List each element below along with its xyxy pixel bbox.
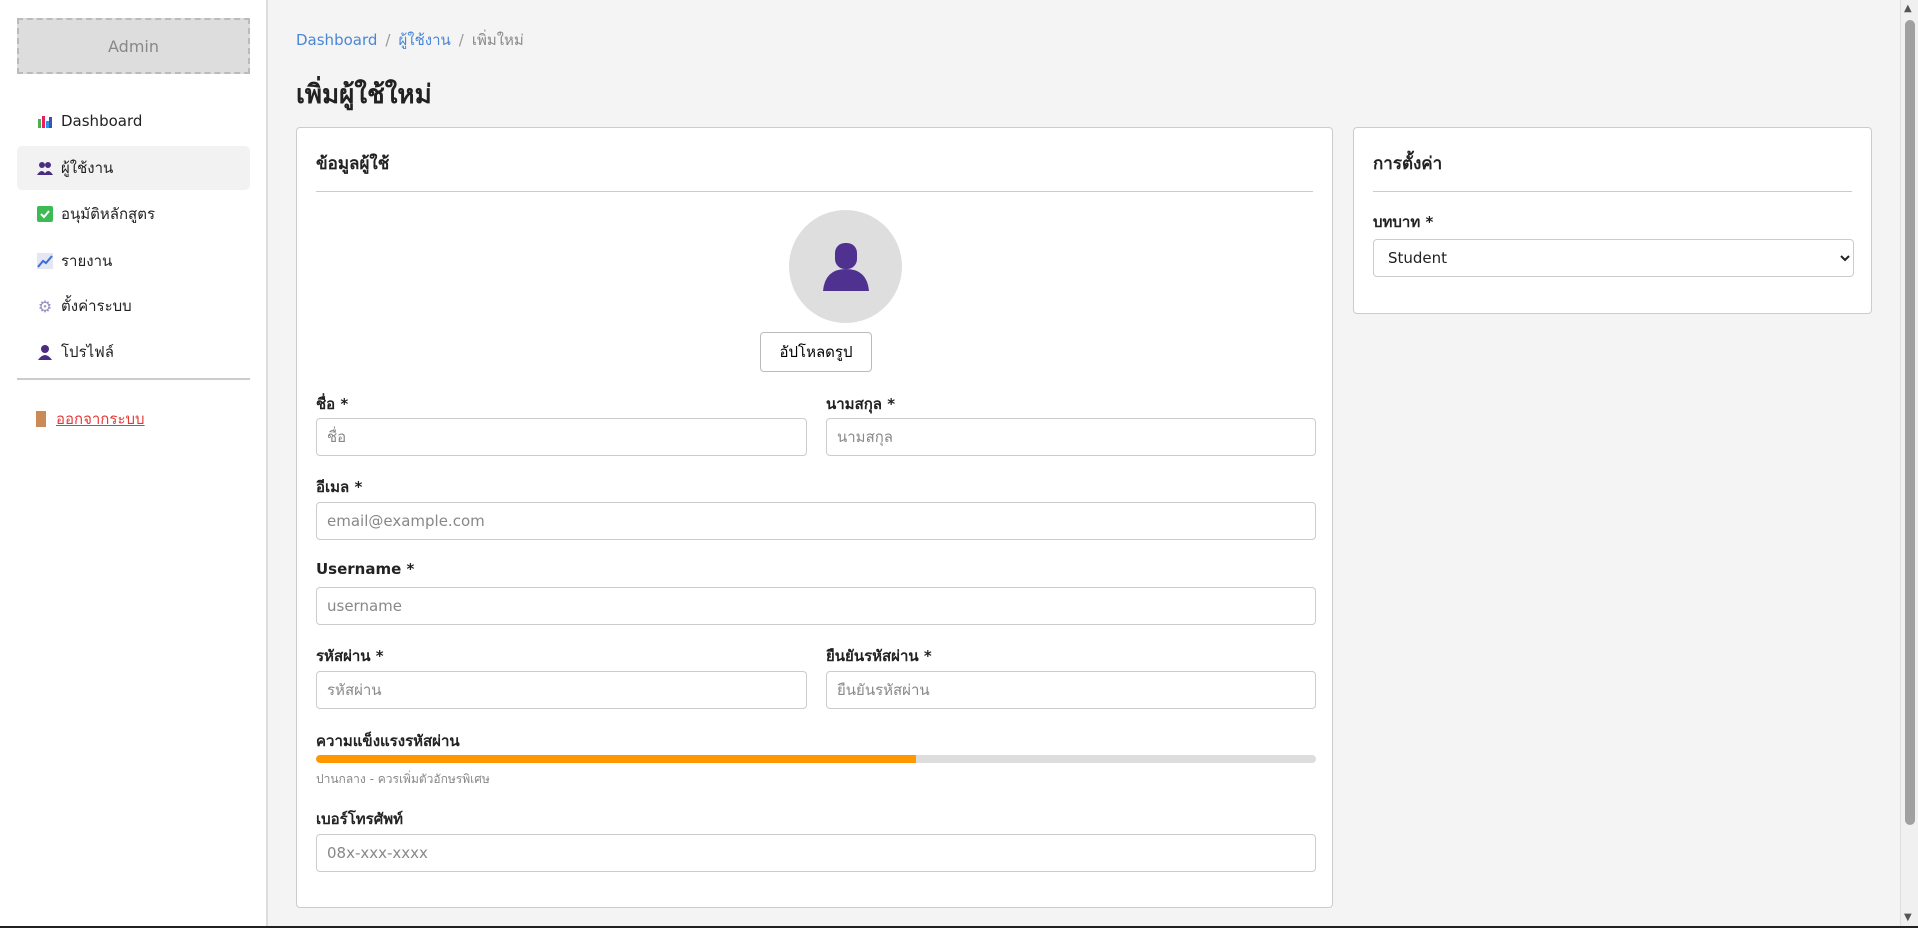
user-icon [37, 344, 53, 360]
page-title: เพิ่มผู้ใช้ใหม่ [296, 80, 432, 110]
breadcrumb-current: เพิ่มใหม่ [471, 31, 524, 49]
scrollbar-thumb[interactable] [1905, 20, 1915, 825]
sidebar-item-label: Dashboard [61, 112, 143, 130]
password-input[interactable] [316, 671, 807, 709]
first-name-input[interactable] [316, 418, 807, 456]
logo-placeholder: Admin [17, 18, 250, 74]
card-title: การตั้งค่า [1373, 154, 1443, 174]
email-input[interactable] [316, 502, 1316, 540]
password-label: รหัสผ่าน * [316, 647, 384, 665]
gear-icon: ⚙ [37, 296, 53, 316]
sidebar-item-label: รายงาน [61, 252, 113, 270]
phone-input[interactable] [316, 834, 1316, 872]
sidebar-item-users[interactable]: ผู้ใช้งาน [17, 146, 250, 190]
sidebar-divider [17, 378, 250, 380]
bar-chart-icon [37, 113, 53, 129]
breadcrumb-users[interactable]: ผู้ใช้งาน [398, 31, 451, 49]
card-title: ข้อมูลผู้ใช้ [316, 154, 390, 174]
sidebar-item-label: อนุมัติหลักสูตร [61, 205, 156, 223]
password-strength-bar [316, 755, 1316, 763]
sidebar-item-label: ผู้ใช้งาน [61, 159, 114, 177]
email-label: อีเมล * [316, 478, 363, 496]
window-bottom-edge [0, 926, 1918, 928]
password-strength-label: ความแข็งแรงรหัสผ่าน [316, 732, 460, 750]
sidebar-item-label: โปรไฟล์ [61, 343, 114, 361]
line-chart-icon [37, 253, 53, 269]
username-label: Username * [316, 560, 415, 578]
confirm-password-label: ยืนยันรหัสผ่าน * [826, 647, 932, 665]
upload-photo-button[interactable]: อัปโหลดรูป [760, 332, 872, 372]
settings-card: การตั้งค่า บทบาท * Student [1353, 127, 1872, 314]
sidebar-item-profile[interactable]: โปรไฟล์ [17, 330, 250, 374]
sidebar: Admin Dashboard ผู้ใช้งาน อนุมัติหลักสูต… [0, 0, 268, 928]
main-content: Dashboard / ผู้ใช้งาน / เพิ่มใหม่ เพิ่มผู้ใช… [270, 0, 1900, 928]
sidebar-item-label: ตั้งค่าระบบ [61, 297, 132, 315]
user-info-card: ข้อมูลผู้ใช้ อัปโหลดรูป ชื่อ * นามสกุล *… [296, 127, 1333, 908]
sidebar-item-system-settings[interactable]: ⚙ ตั้งค่าระบบ [17, 284, 250, 328]
logout-link[interactable]: ออกจากระบบ [36, 407, 145, 431]
card-divider [1373, 191, 1852, 192]
check-box-icon [37, 206, 53, 222]
avatar [789, 210, 902, 323]
first-name-label: ชื่อ * [316, 395, 349, 413]
breadcrumb: Dashboard / ผู้ใช้งาน / เพิ่มใหม่ [296, 31, 524, 49]
scroll-up-icon[interactable]: ▲ [1904, 3, 1912, 14]
password-strength-hint: ปานกลาง - ควรเพิ่มตัวอักษรพิเศษ [316, 772, 490, 786]
logout-label: ออกจากระบบ [56, 410, 145, 428]
role-label: บทบาท * [1373, 213, 1434, 231]
breadcrumb-dashboard[interactable]: Dashboard [296, 31, 378, 49]
scroll-down-icon[interactable]: ▼ [1904, 912, 1912, 923]
users-icon [37, 160, 53, 176]
card-divider [316, 191, 1313, 192]
password-strength-fill [316, 755, 916, 763]
door-icon [36, 411, 46, 427]
username-input[interactable] [316, 587, 1316, 625]
sidebar-item-reports[interactable]: รายงาน [17, 239, 250, 283]
sidebar-item-dashboard[interactable]: Dashboard [17, 99, 250, 143]
page-scrollbar[interactable]: ▲ ▼ [1900, 0, 1918, 928]
sidebar-item-course-approval[interactable]: อนุมัติหลักสูตร [17, 192, 250, 236]
confirm-password-input[interactable] [826, 671, 1316, 709]
last-name-label: นามสกุล * [826, 395, 896, 413]
user-silhouette-icon [822, 242, 869, 291]
last-name-input[interactable] [826, 418, 1316, 456]
role-select[interactable]: Student [1373, 239, 1854, 277]
phone-label: เบอร์โทรศัพท์ [316, 810, 404, 828]
